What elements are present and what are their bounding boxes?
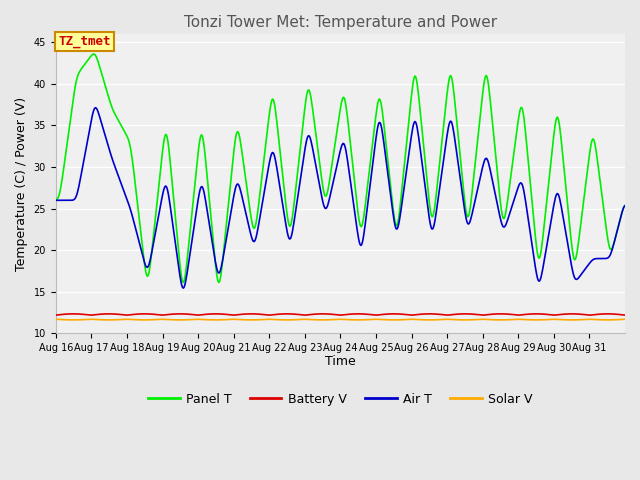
Air T	[92, 105, 100, 111]
Panel T	[52, 197, 60, 203]
Battery V	[120, 312, 127, 318]
Panel T	[90, 51, 97, 57]
Air T	[401, 181, 408, 187]
Solar V	[120, 316, 127, 322]
Battery V	[432, 311, 440, 317]
Text: TZ_tmet: TZ_tmet	[59, 35, 111, 48]
Battery V	[52, 312, 60, 318]
Battery V	[621, 312, 629, 318]
Battery V	[274, 312, 282, 317]
Air T	[120, 186, 127, 192]
Battery V	[69, 311, 77, 317]
Panel T	[180, 279, 188, 285]
Line: Solar V: Solar V	[56, 319, 625, 320]
Solar V	[252, 317, 260, 323]
Air T	[180, 285, 188, 291]
Solar V	[400, 317, 408, 323]
Battery V	[224, 312, 232, 317]
Line: Panel T: Panel T	[56, 54, 625, 282]
Y-axis label: Temperature (C) / Power (V): Temperature (C) / Power (V)	[15, 96, 28, 271]
Panel T	[275, 133, 282, 139]
Panel T	[225, 199, 232, 204]
Air T	[621, 203, 629, 208]
Panel T	[253, 215, 260, 221]
X-axis label: Time: Time	[325, 355, 356, 368]
Air T	[433, 208, 440, 214]
Panel T	[433, 190, 440, 195]
Solar V	[224, 317, 232, 323]
Air T	[253, 231, 260, 237]
Air T	[52, 197, 60, 203]
Battery V	[252, 311, 260, 317]
Solar V	[52, 316, 60, 322]
Solar V	[621, 316, 629, 322]
Panel T	[120, 126, 127, 132]
Solar V	[69, 317, 77, 323]
Title: Tonzi Tower Met: Temperature and Power: Tonzi Tower Met: Temperature and Power	[184, 15, 497, 30]
Legend: Panel T, Battery V, Air T, Solar V: Panel T, Battery V, Air T, Solar V	[143, 387, 538, 410]
Solar V	[432, 317, 440, 323]
Line: Air T: Air T	[56, 108, 625, 288]
Panel T	[401, 160, 408, 166]
Battery V	[400, 312, 408, 317]
Air T	[225, 222, 232, 228]
Air T	[275, 175, 282, 180]
Line: Battery V: Battery V	[56, 314, 625, 315]
Panel T	[621, 203, 629, 208]
Solar V	[274, 317, 282, 323]
